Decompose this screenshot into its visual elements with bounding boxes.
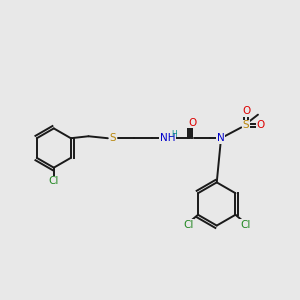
Text: NH: NH <box>160 133 176 143</box>
Text: O: O <box>242 106 250 116</box>
Text: O: O <box>257 121 265 130</box>
Text: Cl: Cl <box>49 176 59 186</box>
Text: N: N <box>217 133 224 143</box>
Text: H: H <box>172 130 177 139</box>
Text: Cl: Cl <box>183 220 194 230</box>
Text: Cl: Cl <box>240 220 250 230</box>
Text: O: O <box>188 118 196 128</box>
Text: S: S <box>243 121 250 130</box>
Text: S: S <box>110 133 116 143</box>
